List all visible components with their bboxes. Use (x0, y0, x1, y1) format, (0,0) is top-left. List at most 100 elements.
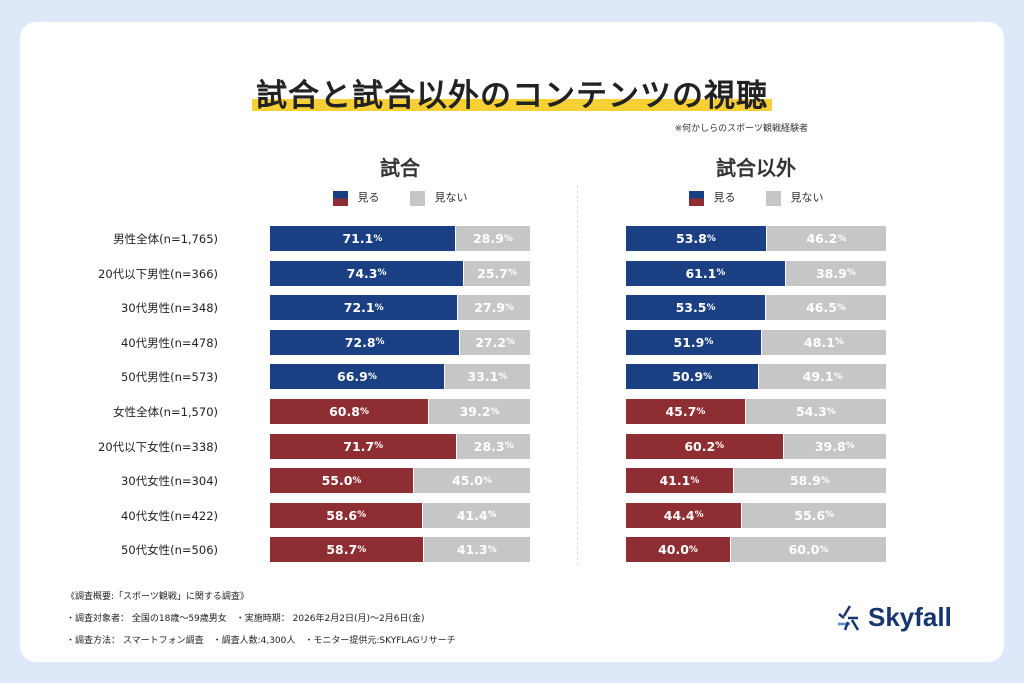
data-label: 74.3 (346, 265, 378, 281)
data-label: 55.6 (794, 507, 826, 523)
row-label: 30代女性(n=304) (121, 474, 218, 489)
data-label: 39.2 (459, 404, 491, 419)
bar-see: 58.6% (270, 502, 423, 528)
bar-not-see: 49.1% (759, 364, 886, 390)
bar-see: 50.9% (626, 364, 759, 390)
data-label: 58.7 (326, 542, 358, 558)
bar-not-see: 48.1% (761, 329, 886, 355)
data-label: 58.6 (326, 507, 358, 523)
data-label: 60.2 (684, 438, 716, 454)
row-label: 30代男性(n=348) (121, 301, 218, 316)
data-label: 45.0 (452, 473, 483, 489)
data-label: 54.3 (795, 404, 827, 419)
bar-see: 74.3% (270, 260, 464, 286)
data-label: 41.3 (456, 542, 488, 558)
data-label: 28.3 (473, 438, 505, 454)
bar-not-see: 60.0% (731, 537, 886, 563)
page-title: 試合と試合以外のコンテンツの視聴 (0, 70, 1024, 115)
data-label: 51.9 (673, 334, 705, 350)
bar-not-see: 25.7% (464, 260, 530, 286)
bar-not-see: 54.3% (745, 399, 886, 424)
data-label: 53.5 (675, 300, 707, 316)
data-label: 46.5 (806, 300, 837, 316)
legend-see: 見る (688, 189, 736, 206)
data-label: 58.9 (789, 473, 821, 489)
data-label: 53.8 (676, 231, 707, 246)
row-label: 50代女性(n=506) (121, 543, 218, 558)
bar-see: 71.7% (270, 433, 457, 459)
data-label: 39.8 (814, 438, 846, 454)
data-label: 71.7 (343, 438, 375, 454)
bar-see: 60.8% (270, 399, 429, 424)
data-label: 66.9 (337, 369, 368, 385)
data-label: 41.1 (659, 473, 691, 489)
bar-see: 53.5% (626, 295, 766, 321)
data-label: 38.9 (815, 265, 847, 281)
bar-not-see: 27.9% (458, 295, 530, 321)
bar-see: 44.4% (626, 502, 742, 528)
data-label: 48.1 (804, 334, 835, 350)
data-label: 40.0 (658, 542, 689, 558)
bar-see: 58.7% (270, 537, 423, 563)
data-label: 44.4 (663, 507, 695, 523)
bar-not-see: 39.2% (429, 399, 530, 424)
bar-see: 72.1% (270, 295, 458, 321)
row-label: 40代男性(n=478) (121, 335, 218, 350)
bar-see: 66.9% (270, 364, 444, 390)
divider (577, 185, 578, 565)
bar-not-see: 38.9% (785, 260, 886, 286)
footer-line: ・調査対象者： 全国の18歳～59歳男女 ・実施時期： 2026年2月2日(月)… (66, 614, 425, 624)
bar-not-see: 45.0% (414, 468, 530, 494)
data-label: 45.7 (665, 404, 697, 419)
bar-see: 71.1% (270, 226, 455, 251)
bar-not-see: 28.3% (457, 433, 530, 459)
bar-see: 40.0% (626, 537, 730, 563)
data-label: 49.1 (802, 369, 834, 385)
legend-not-see: 見ない (765, 189, 824, 206)
legend-left: 見る 見ない (270, 189, 530, 206)
bar-not-see: 33.1% (444, 364, 530, 390)
legend-see: 見る (332, 189, 380, 206)
chart-title-right: 試合以外 (716, 156, 796, 180)
bar-not-see: 41.4% (423, 502, 530, 528)
data-label: 28.9 (472, 231, 504, 246)
skyfall-logo: Skyfall (836, 602, 952, 633)
data-label: 72.1 (343, 300, 375, 316)
chart-title-left: 試合 (380, 156, 420, 180)
bar-not-see: 46.5% (766, 295, 886, 321)
footer-line: 《調査概要:「スポーツ観戦」に関する調査》 (66, 592, 249, 602)
legend-right: 見る 見ない (626, 189, 886, 206)
data-label: 27.2 (475, 334, 507, 350)
data-label: 55.0 (321, 473, 353, 489)
legend-not-see: 見ない (409, 189, 468, 206)
bar-see: 53.8% (626, 226, 766, 251)
bar-not-see: 58.9% (733, 468, 886, 494)
data-label: 25.7 (477, 265, 508, 281)
bar-not-see: 27.2% (460, 329, 530, 355)
row-label: 20代以下女性(n=338) (98, 439, 218, 454)
row-label: 50代男性(n=573) (121, 370, 218, 385)
bar-not-see: 46.2% (766, 226, 886, 251)
data-label: 33.1 (467, 369, 499, 385)
bar-see: 51.9% (626, 329, 761, 355)
data-label: 50.9 (672, 369, 704, 385)
data-label: 71.1 (342, 231, 374, 246)
bar-see: 45.7% (626, 399, 745, 424)
data-label: 60.0 (788, 542, 820, 558)
footer-line: ・調査方法： スマートフォン調査 ・調査人数:4,300人 ・モニター提供元:S… (66, 636, 456, 646)
row-label: 女性全体(n=1,570) (113, 405, 218, 419)
row-label: 40代女性(n=422) (121, 508, 218, 523)
row-label: 20代以下男性(n=366) (98, 266, 218, 281)
bar-not-see: 28.9% (455, 226, 530, 251)
row-label: 男性全体(n=1,765) (113, 232, 218, 246)
data-label: 46.2 (806, 231, 838, 246)
bar-see: 72.8% (270, 329, 460, 355)
data-label: 27.9 (474, 300, 506, 316)
bar-not-see: 41.3% (423, 537, 530, 563)
bar-see: 60.2% (626, 433, 783, 459)
data-label: 41.4 (456, 507, 488, 523)
data-label: 60.8 (329, 404, 360, 419)
bar-see: 41.1% (626, 468, 733, 494)
bar-not-see: 39.8% (783, 433, 886, 459)
bar-see: 55.0% (270, 468, 413, 494)
